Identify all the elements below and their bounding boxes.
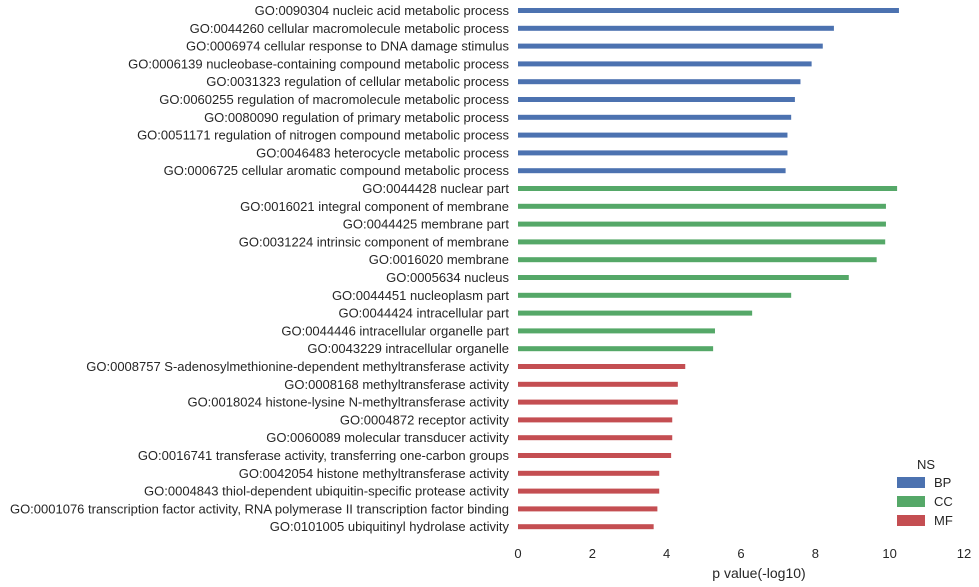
x-tick-label: 6 (737, 546, 744, 561)
category-label: GO:0044428 nuclear part (362, 181, 509, 196)
bar-mf (518, 470, 660, 476)
category-label: GO:0004872 receptor activity (340, 412, 510, 427)
category-label: GO:0006725 cellular aromatic compound me… (164, 163, 510, 178)
category-label: GO:0044446 intracellular organelle part (281, 323, 509, 338)
category-label: GO:0006139 nucleobase-containing compoun… (128, 56, 509, 71)
x-tick-label: 0 (514, 546, 521, 561)
category-label: GO:0060089 molecular transducer activity (266, 430, 509, 445)
bar-bp (518, 8, 899, 13)
bar-cc (518, 292, 792, 298)
category-label: GO:0101005 ubiquitinyl hydrolase activit… (270, 519, 510, 534)
x-tick-label: 10 (882, 546, 896, 561)
bar-bp (518, 97, 795, 102)
bar-cc (518, 257, 877, 263)
bar-bp (518, 79, 801, 85)
bar-mf (518, 417, 673, 423)
bar-cc (518, 346, 714, 352)
bar-bp (518, 150, 788, 156)
x-axis-ticks: 0 2 4 6 8 10 12 (514, 546, 971, 561)
category-label: GO:0080090 regulation of primary metabol… (204, 110, 509, 125)
x-tick-label: 8 (812, 546, 819, 561)
bar-bp (518, 132, 788, 138)
category-label: GO:0016741 transferase activity, transfe… (138, 448, 510, 463)
bar-mf (518, 506, 658, 512)
bar-cc (518, 203, 886, 209)
x-axis-label: p value(-log10) (712, 565, 805, 581)
x-tick-label: 2 (589, 546, 596, 561)
category-label: GO:0046483 heterocycle metabolic process (256, 145, 509, 160)
bar-bp (518, 25, 834, 31)
legend-swatch-cc (897, 496, 925, 507)
category-label: GO:0090304 nucleic acid metabolic proces… (255, 3, 510, 18)
category-label: GO:0044425 membrane part (343, 217, 510, 232)
bar-mf (518, 364, 686, 369)
legend-title: NS (917, 457, 935, 472)
category-label: GO:0008168 methyltransferase activity (284, 377, 509, 392)
bar-mf (518, 524, 654, 530)
bar-cc (518, 186, 898, 191)
category-label: GO:0001076 transcription factor activity… (10, 501, 509, 516)
bar-bp (518, 61, 812, 67)
category-label: GO:0005634 nucleus (386, 270, 509, 285)
category-label: GO:0018024 histone-lysine N-methyltransf… (187, 395, 509, 410)
category-label: GO:0044451 nucleoplasm part (332, 288, 509, 303)
bar-mf (518, 435, 673, 441)
category-label: GO:0031323 regulation of cellular metabo… (206, 74, 509, 89)
legend-swatch-bp (897, 477, 925, 488)
category-label: GO:0044424 intracellular part (338, 306, 509, 321)
category-label: GO:0006974 cellular response to DNA dama… (186, 39, 510, 54)
category-label: GO:0060255 regulation of macromolecule m… (159, 92, 509, 107)
category-label: GO:0016021 integral component of membran… (240, 199, 509, 214)
bar-mf (518, 399, 678, 405)
category-label: GO:0031224 intrinsic component of membra… (239, 234, 509, 249)
category-label: GO:0044260 cellular macromolecule metabo… (190, 21, 510, 36)
x-tick-label: 4 (663, 546, 670, 561)
category-label: GO:0051171 regulation of nitrogen compou… (137, 128, 509, 143)
x-tick-label: 12 (957, 546, 971, 561)
bar-mf (518, 488, 660, 494)
bar-bp (518, 168, 786, 174)
bars (518, 8, 899, 530)
legend: NS BP CC MF (897, 457, 953, 528)
category-label: GO:0008757 S-adenosylmethionine-dependen… (86, 359, 509, 374)
bar-mf (518, 381, 678, 387)
bar-cc (518, 310, 753, 316)
bar-bp (518, 114, 792, 120)
bar-cc (518, 221, 886, 227)
legend-label-cc: CC (934, 494, 953, 509)
category-label: GO:0016020 membrane (369, 252, 509, 267)
legend-label-mf: MF (934, 513, 953, 528)
legend-label-bp: BP (934, 475, 951, 490)
bar-mf (518, 453, 672, 458)
category-label: GO:0043229 intracellular organelle (307, 341, 509, 356)
bar-cc (518, 239, 886, 245)
category-label: GO:0042054 histone methyltransferase act… (239, 466, 510, 481)
bar-cc (518, 328, 715, 334)
bar-cc (518, 275, 849, 280)
category-labels: GO:0090304 nucleic acid metabolic proces… (10, 3, 510, 534)
legend-swatch-mf (897, 515, 925, 526)
bar-bp (518, 43, 823, 49)
category-label: GO:0004843 thiol-dependent ubiquitin-spe… (144, 484, 509, 499)
